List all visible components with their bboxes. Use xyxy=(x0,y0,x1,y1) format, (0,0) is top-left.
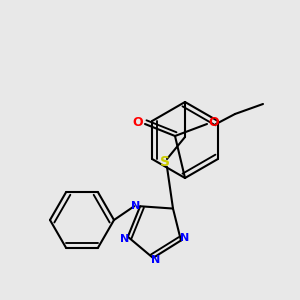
Text: O: O xyxy=(133,116,143,128)
Text: N: N xyxy=(130,201,140,211)
Text: N: N xyxy=(152,255,161,265)
Text: S: S xyxy=(160,155,170,169)
Text: N: N xyxy=(120,234,130,244)
Text: O: O xyxy=(209,116,219,128)
Text: N: N xyxy=(180,233,190,244)
